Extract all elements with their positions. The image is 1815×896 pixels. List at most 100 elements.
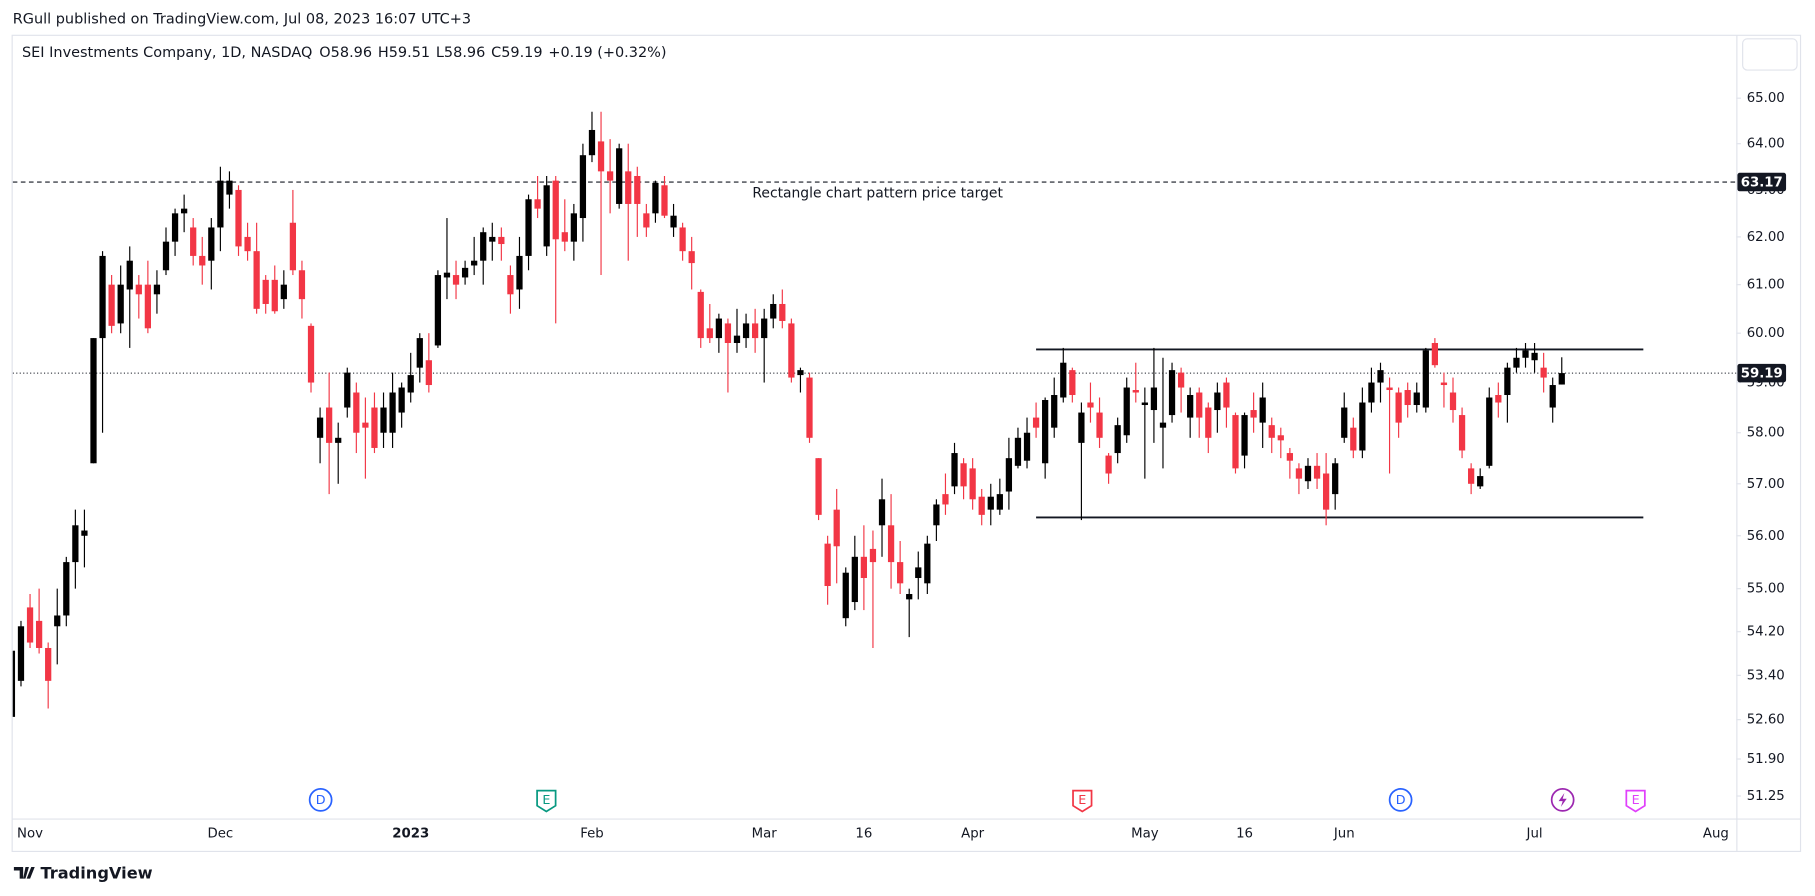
event-marker[interactable]: E	[1072, 789, 1093, 813]
candle-body	[362, 422, 369, 428]
lightning-event[interactable]	[1550, 788, 1575, 812]
candle-body	[344, 372, 351, 408]
x-tick-label: Feb	[580, 826, 604, 841]
candle-body	[1223, 382, 1230, 408]
candle-body	[434, 275, 442, 346]
brand-logo	[13, 867, 35, 879]
candle-body	[253, 251, 260, 309]
candle-body	[1368, 382, 1375, 403]
candle-body	[1422, 350, 1429, 408]
candle-body	[933, 504, 940, 526]
candle-body	[480, 232, 487, 261]
candle-body	[697, 291, 704, 339]
candle-body	[661, 185, 668, 216]
candle-body	[199, 255, 206, 266]
candle-body	[1468, 468, 1475, 484]
settings-box[interactable]	[1742, 38, 1798, 71]
y-tick-label: 51.90	[1747, 752, 1785, 767]
y-tick-label: 56.00	[1747, 529, 1785, 544]
candle-body	[144, 284, 151, 329]
candle-body	[12, 650, 16, 717]
x-tick-label: Dec	[208, 826, 234, 841]
candle-body	[815, 458, 822, 515]
candle-body	[924, 543, 931, 584]
candle-body	[262, 279, 269, 304]
event-badge	[1072, 789, 1093, 813]
price-tag-label: 59.19	[1741, 367, 1783, 382]
annotation: Rectangle chart pattern price target	[752, 185, 1003, 201]
candle-body	[45, 647, 52, 681]
ohlc-value: L58.96	[436, 45, 485, 61]
candle-body	[289, 222, 297, 271]
candle-body	[887, 525, 895, 563]
candle-body	[81, 530, 88, 536]
candle-body	[489, 236, 496, 242]
ohlc-value: +0.19 (+0.32%)	[548, 45, 666, 61]
candle-body	[987, 496, 994, 510]
event-marker[interactable]: D	[308, 788, 333, 812]
candle-body	[1395, 392, 1402, 423]
candle-body	[761, 318, 768, 339]
candle-body	[298, 270, 306, 300]
candle-body	[1413, 392, 1420, 406]
event-label: E	[1078, 793, 1086, 808]
x-tick-label: May	[1131, 826, 1159, 841]
y-tick-label: 53.40	[1747, 668, 1785, 683]
x-tick-label: Jun	[1333, 826, 1355, 841]
candle-body	[1495, 395, 1502, 403]
candle-body	[724, 323, 732, 343]
candle-body	[1504, 367, 1511, 396]
event-label: D	[316, 793, 326, 808]
candle-body	[26, 607, 34, 643]
candle-body	[153, 284, 161, 295]
candle-body	[316, 417, 324, 438]
candle-body	[498, 236, 505, 245]
y-tick-label: 65.00	[1747, 91, 1785, 106]
candle-body	[579, 155, 587, 219]
y-tick-label: 51.25	[1747, 789, 1785, 804]
candle-body	[1477, 476, 1484, 487]
candle-body	[507, 275, 514, 295]
candle-body	[978, 496, 985, 515]
candle-body	[516, 255, 523, 290]
candle-body	[552, 180, 559, 240]
candle-body	[1295, 468, 1303, 479]
candle-body	[1060, 362, 1067, 398]
price-tag	[1737, 363, 1787, 383]
candle-body	[788, 323, 795, 378]
candle-body	[1114, 425, 1121, 454]
plot-area	[12, 111, 1737, 717]
ohlc-value: H59.51	[378, 45, 430, 61]
candle-body	[1096, 412, 1103, 438]
candle-body	[570, 213, 577, 242]
candle-body	[90, 338, 97, 464]
event-label: E	[542, 793, 550, 808]
candle-body	[35, 620, 43, 648]
candle-body	[1014, 437, 1022, 466]
event-marker[interactable]: E	[536, 789, 557, 813]
candle-body	[407, 375, 414, 393]
ohlc-value: O58.96	[319, 45, 372, 61]
price-tag	[1737, 172, 1787, 192]
chart-frame	[11, 34, 1802, 853]
candle-body	[1168, 370, 1176, 416]
candle-body	[915, 567, 922, 579]
candle-body	[1486, 397, 1493, 466]
candle-body	[190, 227, 197, 256]
candle-body	[280, 284, 287, 300]
x-tick-label: Aug	[1703, 826, 1729, 841]
candle-body	[1214, 392, 1221, 411]
candle-body	[996, 494, 1003, 510]
candle-body	[1205, 407, 1212, 438]
candle-body	[353, 392, 360, 433]
event-marker[interactable]: D	[1388, 788, 1413, 812]
candle-body	[842, 572, 849, 619]
candle-body	[951, 453, 958, 487]
candle-body	[1268, 425, 1275, 438]
candle-body	[561, 232, 568, 242]
candle-body	[1087, 402, 1094, 408]
event-marker[interactable]: E	[1625, 789, 1646, 813]
candle-body	[1078, 412, 1085, 443]
candle-body	[770, 303, 777, 319]
candle-body	[1196, 392, 1203, 418]
